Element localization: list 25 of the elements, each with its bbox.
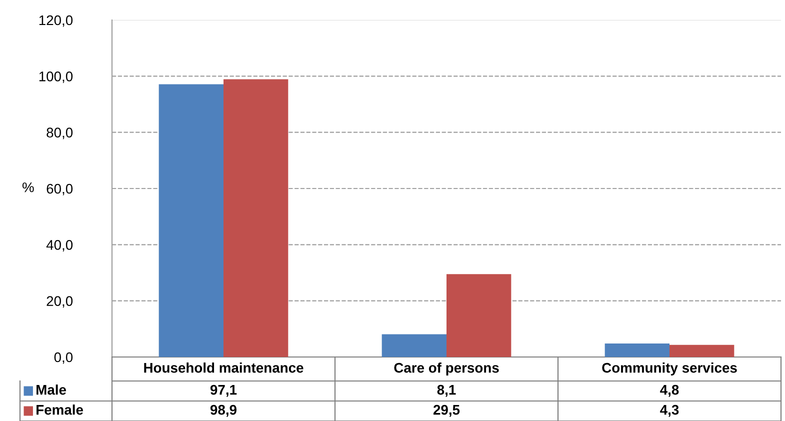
data-label: 97,1 xyxy=(210,384,237,397)
y-tick-label: 60,0 xyxy=(46,184,73,196)
bar xyxy=(158,84,224,357)
bar xyxy=(382,334,446,357)
y-tick-label: 100,0 xyxy=(39,72,73,83)
y-tick-label: 20,0 xyxy=(46,296,73,308)
bar xyxy=(224,79,288,357)
x-tick-label: Care of persons xyxy=(394,362,499,376)
y-tick-label: 0,0 xyxy=(54,352,73,364)
bar xyxy=(446,274,512,357)
data-label: 4,8 xyxy=(660,384,679,397)
y-tick-label: 40,0 xyxy=(46,240,73,252)
y-tick-label: 120,0 xyxy=(39,15,73,27)
data-label: 8,1 xyxy=(437,384,456,397)
data-label: 29,5 xyxy=(433,404,460,417)
bar xyxy=(670,344,734,357)
legend-label: Female xyxy=(36,404,83,415)
data-label: 4,3 xyxy=(660,404,679,417)
data-label: 98,9 xyxy=(210,404,236,417)
y-axis-title: % xyxy=(22,182,34,192)
legend-label: Male xyxy=(36,384,66,395)
y-tick-label: 80,0 xyxy=(46,128,73,140)
x-tick-label: Community services xyxy=(602,362,737,376)
bar xyxy=(604,344,670,357)
x-tick-label: Household maintenance xyxy=(144,362,304,373)
